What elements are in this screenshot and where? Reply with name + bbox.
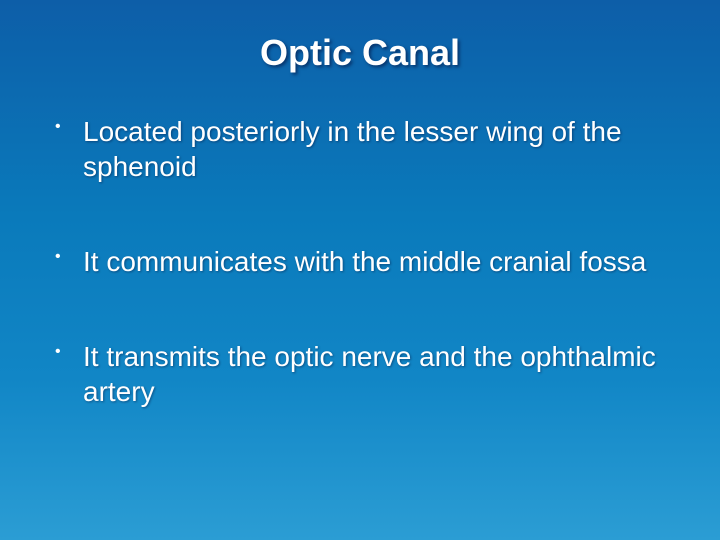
list-item: It transmits the optic nerve and the oph…: [45, 339, 660, 409]
bullet-text: Located posteriorly in the lesser wing o…: [83, 116, 622, 182]
list-item: Located posteriorly in the lesser wing o…: [45, 114, 660, 184]
bullet-text: It transmits the optic nerve and the oph…: [83, 341, 656, 407]
list-item: It communicates with the middle cranial …: [45, 244, 660, 279]
bullet-text: It communicates with the middle cranial …: [83, 246, 646, 277]
slide-title: Optic Canal: [0, 0, 720, 74]
bullets-list: Located posteriorly in the lesser wing o…: [0, 74, 720, 409]
